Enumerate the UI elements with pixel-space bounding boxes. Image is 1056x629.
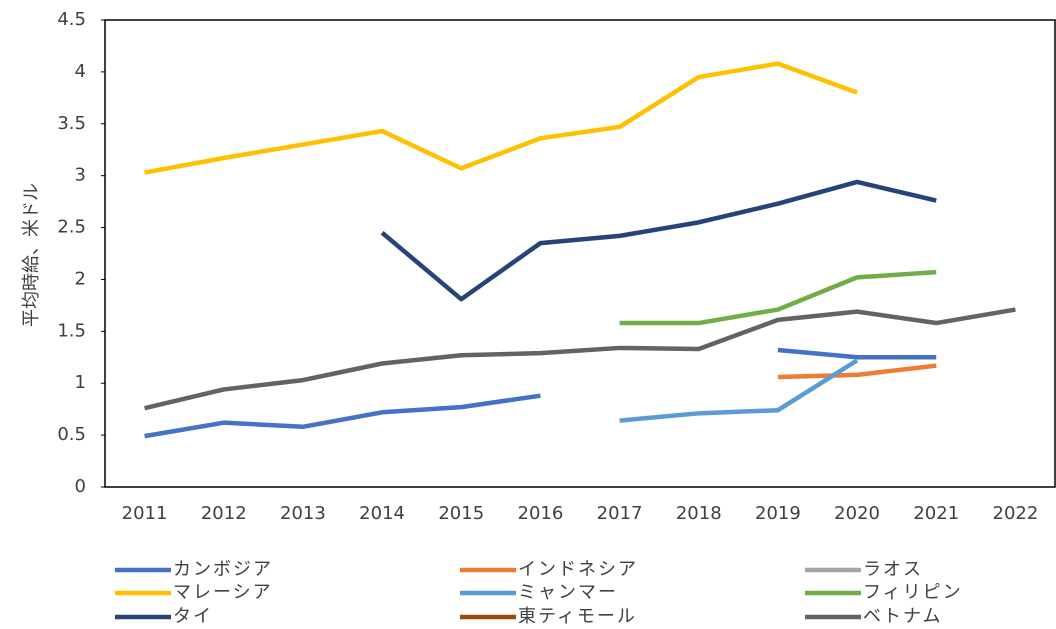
y-tick-label: 0.5 [57,424,86,445]
y-tick-label: 4 [75,61,86,82]
x-tick-label: 2017 [597,503,643,524]
y-axis-label: 平均時給、米ドル [21,183,42,327]
x-tick-label: 2022 [993,503,1039,524]
y-tick-label: 3 [75,165,86,186]
series-line [777,363,937,380]
legend-label: 東ティモール [518,606,637,627]
series-line [619,269,937,326]
legend-label: タイ [173,606,213,627]
y-tick-label: 2.5 [57,217,86,238]
x-tick-label: 2011 [122,503,168,524]
legend-label: マレーシア [173,582,273,603]
x-tick-label: 2019 [755,503,801,524]
y-tick-label: 3.5 [57,113,86,134]
plot-frame [104,19,1056,488]
series-line [619,358,859,423]
x-tick-label: 2018 [676,503,722,524]
x-tick-label: 2012 [201,503,247,524]
legend-label: カンボジア [173,559,273,580]
x-tick-label: 2021 [913,503,959,524]
x-tick-label: 2016 [518,503,564,524]
y-tick-label: 1 [75,372,86,393]
series-line [144,347,937,439]
y-tick-label: 2 [75,268,86,289]
legend-label: ミャンマー [518,582,618,603]
series-line [144,61,858,175]
legend-label: ベトナム [863,606,942,627]
y-tick-label: 1.5 [57,320,86,341]
y-tick-label: 4.5 [57,9,86,30]
y-tick-label: 0 [75,476,86,497]
legend-label: インドネシア [518,559,638,580]
x-tick-label: 2020 [834,503,880,524]
x-tick-label: 2013 [280,503,326,524]
legend-label: ラオス [863,559,923,580]
x-tick-label: 2015 [438,503,484,524]
legend-label: フィリピン [863,582,963,603]
series-line [144,307,1016,411]
series-line [380,179,937,302]
x-tick-label: 2014 [359,503,405,524]
